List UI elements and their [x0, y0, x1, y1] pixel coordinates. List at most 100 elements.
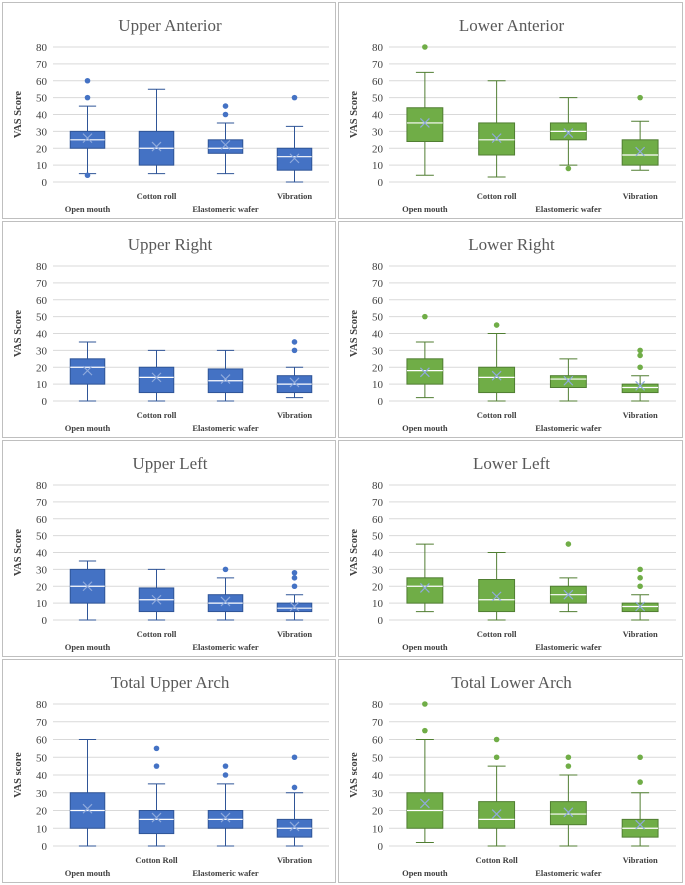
- outlier-point: [637, 566, 643, 573]
- outlier-point: [222, 772, 229, 778]
- mean-marker: [563, 589, 574, 600]
- box-iqr: [478, 366, 516, 394]
- box-open-mouth: [69, 77, 106, 179]
- box-open-mouth: [69, 341, 106, 402]
- outlier-point: [637, 352, 643, 359]
- outlier-point: [422, 701, 428, 707]
- y-axis-label: VAS Score: [349, 529, 360, 576]
- box-cotton-roll: [138, 88, 175, 175]
- y-tick-label: 30: [372, 788, 384, 800]
- outlier-point: [637, 575, 643, 581]
- outlier-point: [637, 583, 643, 590]
- outlier-point: [222, 763, 229, 769]
- chart-total-upper-arch: Total Upper Arch 0 10 20 30 40 50 60 70 80 VAS sco…: [2, 659, 336, 883]
- box-vibration: [621, 754, 659, 847]
- outlier-point: [153, 745, 160, 752]
- y-tick-label: 60: [372, 295, 384, 307]
- y-tick-label: 30: [36, 788, 48, 800]
- box-elastomeric-wafer: [549, 754, 587, 847]
- mean-marker: [289, 153, 300, 164]
- outlier-point: [637, 347, 643, 354]
- outlier-point: [565, 541, 572, 547]
- mean-marker: [151, 594, 162, 605]
- mean-marker: [151, 141, 162, 152]
- outlier-point: [493, 736, 500, 743]
- y-tick-label: 30: [36, 126, 48, 138]
- box-elastomeric-wafer: [549, 358, 587, 402]
- category-label: Open mouth: [65, 642, 111, 652]
- y-axis-label: VAS Score: [13, 310, 24, 357]
- category-label: Elastomeric wafer: [192, 204, 259, 214]
- box-elastomeric-wafer: [549, 97, 587, 172]
- y-axis-label: VAS Score: [13, 91, 24, 138]
- y-tick-label: 80: [372, 261, 384, 273]
- y-tick-label: 30: [372, 126, 384, 138]
- outlier-point: [422, 727, 428, 734]
- outlier-point: [493, 754, 500, 761]
- y-tick-label: 30: [372, 345, 384, 357]
- box-cotton-roll: [478, 322, 516, 402]
- category-label: Open mouth: [65, 204, 111, 214]
- y-tick-label: 50: [36, 312, 48, 324]
- mean-marker: [635, 819, 646, 830]
- category-label: Vibration: [277, 855, 312, 865]
- y-tick-label: 50: [372, 93, 384, 105]
- y-tick-label: 80: [372, 42, 384, 54]
- outlier-point: [153, 763, 160, 769]
- y-tick-label: 50: [36, 93, 48, 105]
- mean-marker: [220, 596, 231, 607]
- y-tick-label: 20: [372, 806, 384, 818]
- category-label: Vibration: [623, 629, 658, 639]
- mean-marker: [635, 380, 646, 391]
- y-tick-label: 60: [36, 295, 48, 307]
- outlier-point: [422, 313, 428, 320]
- outlier-point: [565, 165, 572, 172]
- y-tick-label: 70: [36, 59, 48, 71]
- y-tick-label: 20: [372, 362, 384, 374]
- box-vibration: [621, 566, 659, 621]
- category-label: Elastomeric wafer: [535, 423, 602, 433]
- y-tick-label: 80: [372, 699, 384, 711]
- mean-marker: [563, 375, 574, 386]
- y-tick-label: 40: [372, 770, 384, 782]
- y-tick-label: 70: [372, 278, 384, 290]
- y-tick-label: 40: [372, 110, 384, 122]
- y-axis-label: VAS score: [13, 752, 24, 798]
- mean-marker: [491, 809, 502, 819]
- y-tick-label: 20: [36, 143, 48, 155]
- y-tick-label: 60: [372, 76, 384, 88]
- mean-marker: [220, 812, 231, 823]
- chart-title: Lower Anterior: [459, 16, 565, 35]
- category-label: Open mouth: [65, 868, 111, 878]
- mean-marker: [419, 583, 430, 593]
- chart-title: Lower Left: [473, 454, 550, 473]
- box-vibration: [621, 94, 659, 171]
- y-tick-label: 80: [36, 699, 48, 711]
- box-cotton-roll: [478, 736, 516, 847]
- chart-upper-right: Upper Right 0 10 20 30 40 50 60 70 80 VAS Score Ope…: [2, 221, 336, 438]
- chart-title: Upper Left: [132, 454, 207, 473]
- y-tick-label: 0: [378, 177, 384, 189]
- mean-marker: [419, 367, 430, 378]
- y-tick-label: 0: [378, 396, 384, 408]
- mean-marker: [419, 118, 430, 128]
- y-tick-label: 70: [36, 278, 48, 290]
- box-cotton-roll: [138, 568, 175, 621]
- y-tick-label: 60: [372, 735, 384, 747]
- box-iqr: [549, 801, 587, 826]
- chart-title: Upper Right: [128, 235, 213, 254]
- outlier-point: [637, 779, 643, 785]
- mean-marker: [491, 370, 502, 381]
- box-iqr: [478, 801, 516, 829]
- y-tick-label: 70: [372, 497, 384, 509]
- box-vibration: [621, 347, 659, 402]
- outlier-point: [291, 784, 298, 791]
- y-tick-label: 60: [36, 735, 48, 747]
- category-label: Vibration: [623, 855, 658, 865]
- box-iqr: [207, 139, 244, 154]
- chart-title: Lower Right: [468, 235, 555, 254]
- category-label: Elastomeric wafer: [192, 642, 259, 652]
- y-tick-label: 60: [36, 514, 48, 526]
- mean-marker: [82, 133, 93, 144]
- outlier-point: [291, 575, 298, 581]
